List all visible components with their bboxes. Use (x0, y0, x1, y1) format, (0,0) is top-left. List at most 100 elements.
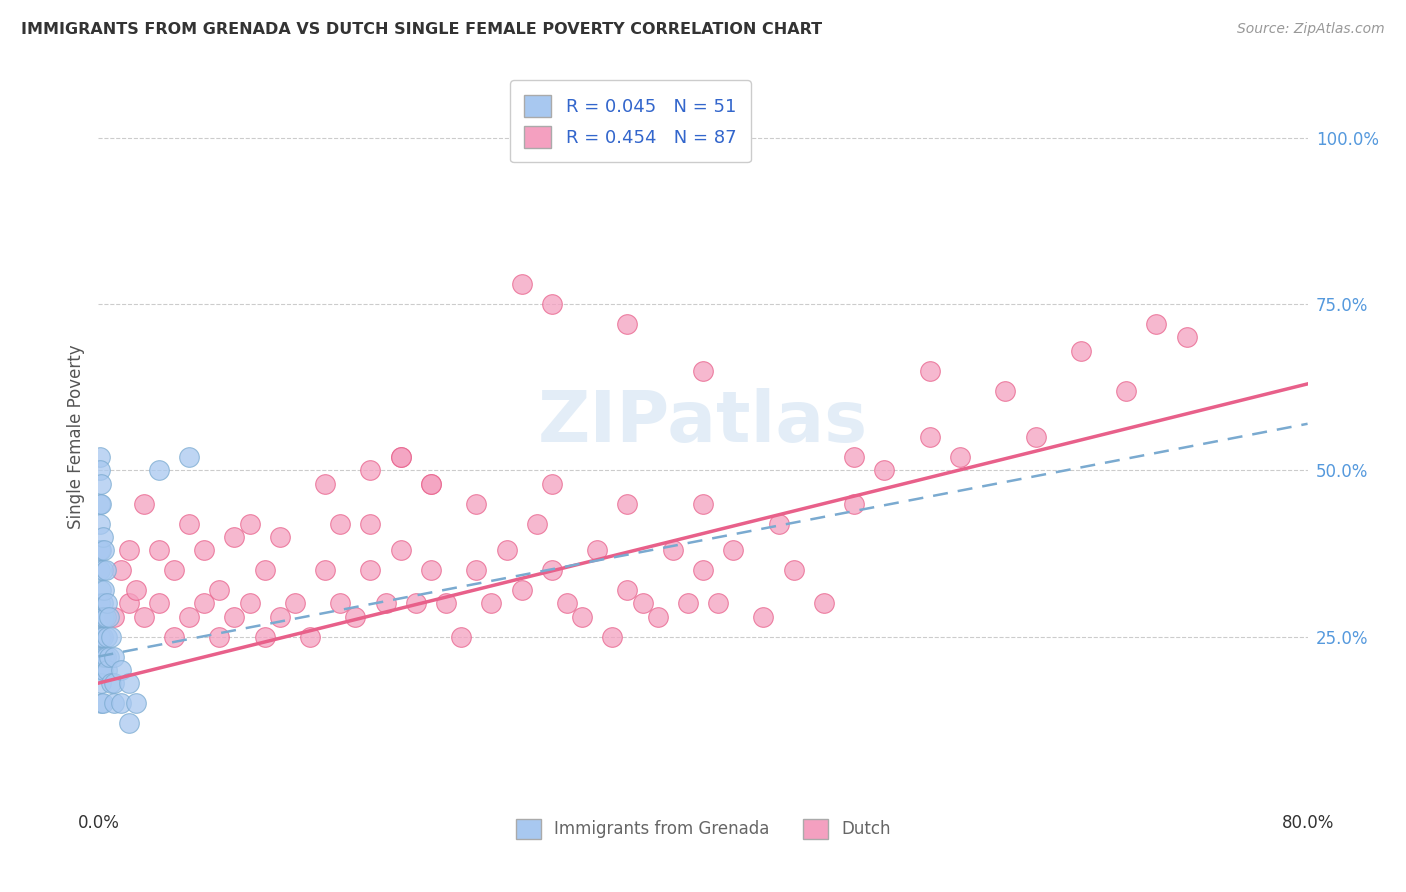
Point (90, 582, 112, 597)
Point (96, 596, 118, 610)
Point (163, 563, 186, 577)
Point (91, 630, 114, 644)
Point (616, 582, 638, 597)
Point (90, 543, 112, 558)
Point (90, 630, 112, 644)
Point (1144, 317, 1167, 331)
Point (208, 630, 231, 644)
Point (91, 563, 114, 577)
Point (89, 609, 111, 624)
Point (224, 530, 246, 544)
Point (420, 476, 443, 491)
Text: IMMIGRANTS FROM GRENADA VS DUTCH SINGLE FEMALE POVERTY CORRELATION CHART: IMMIGRANTS FROM GRENADA VS DUTCH SINGLE … (21, 22, 823, 37)
Point (1115, 384, 1137, 398)
Point (1070, 343, 1092, 358)
Point (110, 696, 132, 710)
Point (314, 476, 336, 491)
Point (89, 563, 111, 577)
Point (783, 563, 806, 577)
Point (110, 563, 132, 577)
Point (91, 596, 114, 610)
Point (510, 277, 533, 292)
Point (224, 609, 246, 624)
Point (132, 609, 155, 624)
Point (89, 463, 111, 477)
Point (90, 497, 112, 511)
Point (179, 609, 201, 624)
Point (193, 596, 215, 610)
Point (949, 450, 972, 464)
Point (434, 596, 457, 610)
Point (90, 696, 112, 710)
Point (90, 476, 112, 491)
Point (208, 582, 231, 597)
Point (813, 596, 835, 610)
Point (94, 649, 117, 664)
Point (103, 649, 125, 664)
Point (90, 676, 112, 690)
Text: Source: ZipAtlas.com: Source: ZipAtlas.com (1237, 22, 1385, 37)
Point (692, 363, 714, 377)
Point (329, 516, 352, 531)
Point (125, 582, 148, 597)
Point (89, 516, 111, 531)
Point (631, 596, 654, 610)
Point (555, 596, 578, 610)
Point (647, 609, 669, 624)
Point (465, 497, 488, 511)
Point (253, 563, 276, 577)
Point (103, 696, 125, 710)
Point (692, 563, 714, 577)
Point (768, 516, 790, 531)
Point (284, 596, 307, 610)
Point (510, 582, 533, 597)
Point (540, 297, 562, 311)
Point (89, 543, 111, 558)
Point (91, 696, 114, 710)
Point (918, 430, 941, 444)
Point (676, 596, 699, 610)
Point (163, 630, 186, 644)
Point (405, 596, 427, 610)
Point (118, 543, 141, 558)
Point (844, 450, 866, 464)
Point (360, 563, 382, 577)
Point (360, 516, 382, 531)
Point (616, 497, 638, 511)
Point (96, 630, 118, 644)
Point (374, 596, 396, 610)
Point (179, 516, 201, 531)
Point (89, 497, 111, 511)
Point (344, 609, 367, 624)
Point (90, 663, 112, 677)
Point (93, 543, 115, 558)
Point (707, 596, 730, 610)
Point (89, 630, 111, 644)
Point (91, 530, 114, 544)
Point (269, 609, 291, 624)
Point (481, 596, 503, 610)
Point (148, 463, 170, 477)
Point (389, 450, 412, 464)
Point (103, 676, 125, 690)
Point (90, 649, 112, 664)
Point (389, 450, 412, 464)
Legend: Immigrants from Grenada, Dutch: Immigrants from Grenada, Dutch (509, 812, 897, 846)
Point (98, 649, 121, 664)
Point (389, 543, 412, 558)
Point (420, 476, 443, 491)
Point (420, 563, 443, 577)
Point (96, 663, 118, 677)
Point (239, 596, 262, 610)
Point (723, 543, 745, 558)
Point (110, 663, 132, 677)
Point (844, 497, 866, 511)
Point (253, 630, 276, 644)
Point (752, 609, 775, 624)
Point (100, 676, 122, 690)
Point (148, 543, 170, 558)
Y-axis label: Single Female Poverty: Single Female Poverty (66, 345, 84, 529)
Point (93, 649, 115, 664)
Point (269, 530, 291, 544)
Point (239, 516, 262, 531)
